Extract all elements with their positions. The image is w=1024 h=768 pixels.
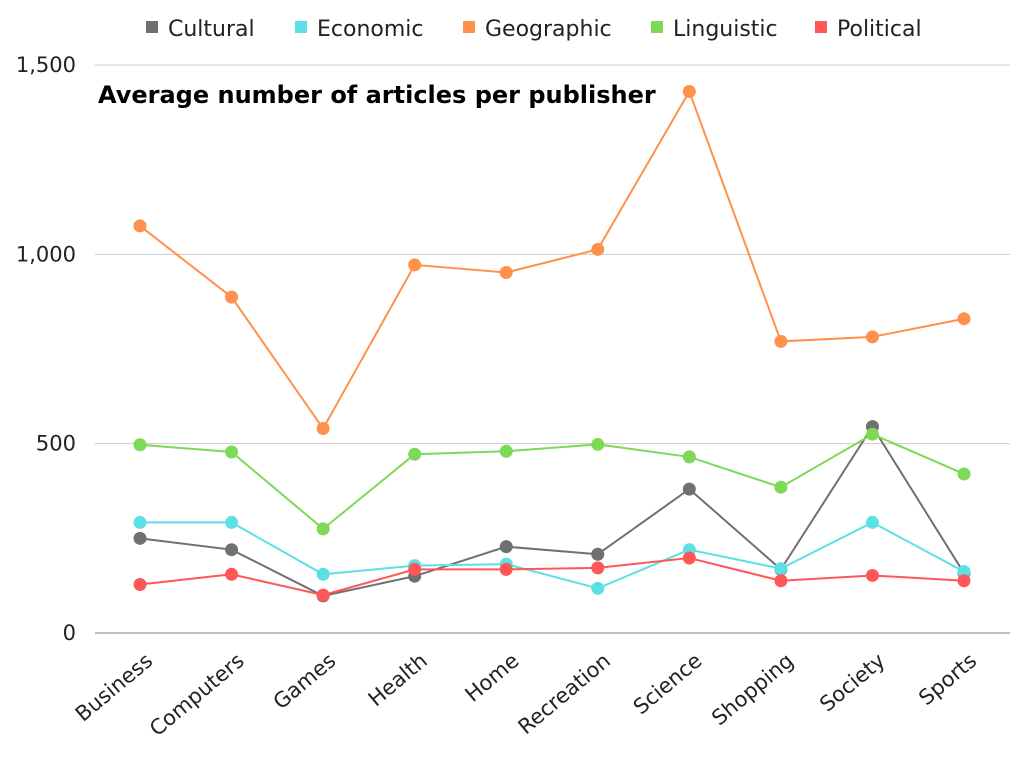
series-group [133,85,971,603]
series-linguistic [133,427,971,536]
y-tick-label: 1,500 [16,53,76,77]
data-point-cultural [591,547,605,561]
data-point-linguistic [774,480,788,494]
data-point-geographic [774,334,788,348]
x-tick-label: Sports [914,648,981,710]
data-point-economic [865,515,879,529]
x-tick-label: Shopping [707,648,798,730]
legend-label-cultural: Cultural [168,17,255,42]
data-point-political [591,561,605,575]
series-line-economic [140,521,965,590]
data-point-economic [957,565,971,579]
series-line-linguistic [139,433,965,531]
data-point-linguistic [408,447,422,461]
data-point-political [225,567,239,581]
series-line-geographic [139,89,965,431]
legend: Cultural Economic Geographic Linguistic Poli… [146,17,922,42]
data-point-economic [225,515,239,529]
x-tick-label: Home [461,648,524,706]
data-point-political [499,562,513,576]
series-political [133,551,971,602]
legend-swatch-linguistic [651,21,663,33]
data-point-linguistic [957,467,971,481]
data-point-linguistic [591,437,605,451]
data-point-linguistic [682,450,696,464]
data-point-political [133,578,147,592]
x-tick-label: Business [71,648,157,726]
x-tick-label: Games [269,648,341,714]
data-point-cultural [682,482,696,496]
data-point-geographic [225,290,239,304]
y-tick-label: 500 [36,432,76,456]
data-point-geographic [682,85,696,99]
data-point-cultural [133,531,147,545]
legend-label-political: Political [837,17,922,42]
series-economic [133,515,971,595]
data-point-geographic [316,422,330,436]
data-point-political [957,574,971,588]
data-point-political [408,562,422,576]
data-point-economic [316,567,330,581]
data-point-political [316,588,330,602]
legend-label-economic: Economic [317,17,424,42]
data-point-geographic [591,242,605,256]
data-point-geographic [408,258,422,272]
data-point-cultural [225,543,239,557]
legend-swatch-political [815,21,827,33]
legend-label-linguistic: Linguistic [673,17,778,42]
series-line-cultural [139,424,965,597]
y-axis: 0 500 1,000 1,500 [16,53,76,645]
data-point-geographic [865,330,879,344]
x-tick-label: Health [364,648,432,711]
data-point-linguistic [133,438,147,452]
legend-swatch-economic [295,21,307,33]
data-point-political [774,574,788,588]
data-point-geographic [957,312,971,326]
data-point-economic [591,581,605,595]
series-geographic [133,85,971,436]
chart-title: Average number of articles per publisher [98,81,656,109]
series-line-political [139,557,965,597]
data-point-political [682,551,696,565]
x-tick-label: Computers [145,648,249,741]
x-tick-label: Recreation [514,648,615,739]
x-tick-label: Science [629,648,707,719]
data-point-linguistic [225,445,239,459]
data-point-linguistic [499,444,513,458]
legend-swatch-geographic [463,21,475,33]
data-point-economic [774,562,788,576]
legend-label-geographic: Geographic [485,17,612,42]
data-point-cultural [499,540,513,554]
x-tick-label: Society [815,648,890,716]
legend-swatch-cultural [146,21,158,33]
data-point-geographic [133,219,147,233]
data-point-linguistic [865,427,879,441]
data-point-geographic [499,266,513,280]
y-tick-label: 0 [63,621,76,645]
y-tick-label: 1,000 [16,242,76,266]
data-point-linguistic [316,522,330,536]
data-point-political [865,568,879,582]
data-point-economic [133,515,147,529]
